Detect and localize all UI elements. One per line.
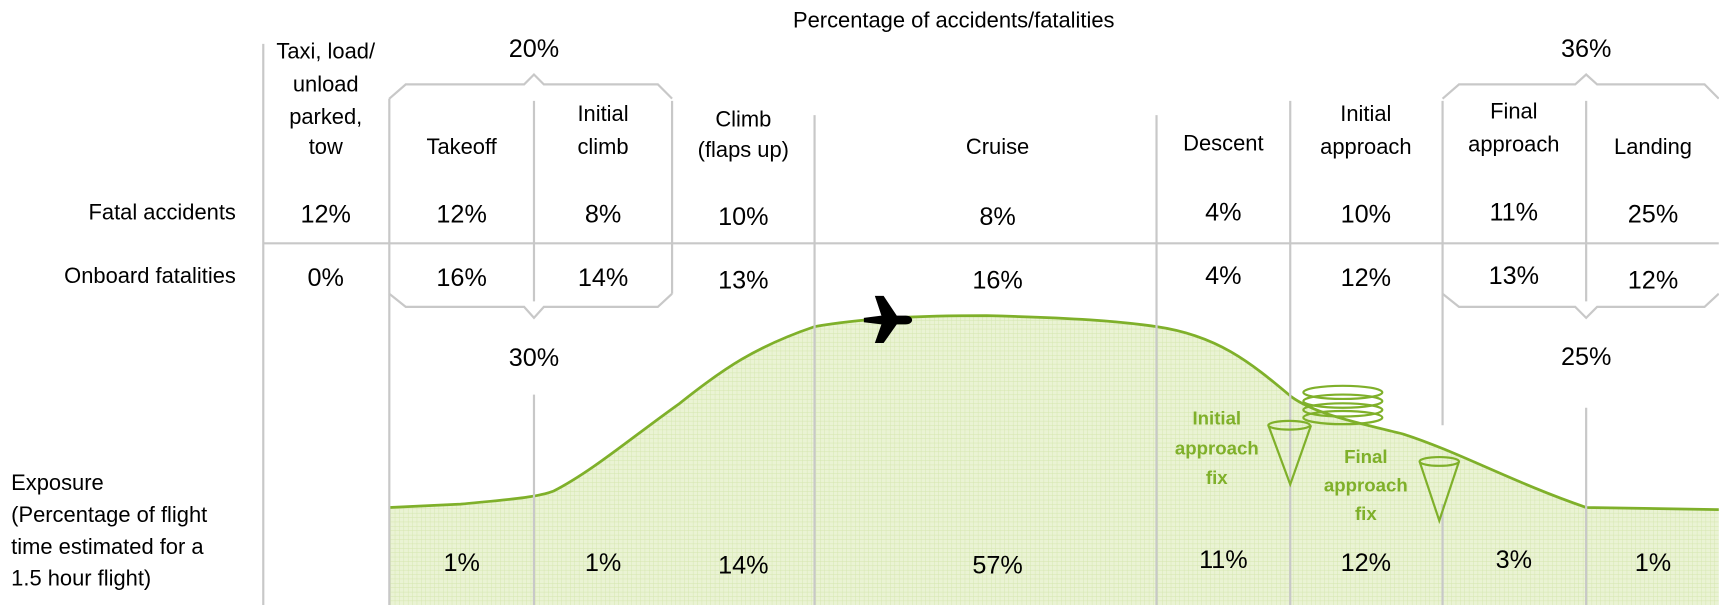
phase-name: approach [1320, 134, 1411, 159]
fatal-value: 12% [436, 201, 486, 229]
row-label: Exposure [11, 470, 104, 495]
fatal-value: 8% [585, 201, 621, 229]
row-label: Onboard fatalities [64, 263, 236, 288]
phase-name: Descent [1183, 130, 1263, 155]
row-label: Fatal accidents [89, 200, 236, 225]
exposure-value: 11% [1199, 546, 1248, 574]
phase-name: tow [309, 134, 343, 159]
phase-name: Taxi, load/ [276, 38, 376, 63]
exposure-value: 1% [1635, 549, 1671, 577]
onboard-value: 0% [308, 264, 344, 292]
fatal-value: 12% [301, 201, 351, 229]
phase-name: Cruise [966, 134, 1029, 159]
exposure-value: 1% [585, 549, 621, 577]
group-value: 25% [1561, 343, 1611, 371]
phase-name: Takeoff [427, 134, 498, 159]
exposure-value: 14% [718, 551, 768, 579]
fix-label: Final [1344, 446, 1387, 467]
phase-name: (flaps up) [698, 137, 789, 162]
row-label: time estimated for a [11, 534, 204, 559]
onboard-value: 12% [1341, 264, 1391, 292]
phase-name: Climb [715, 106, 771, 131]
group-value: 36% [1561, 35, 1611, 63]
onboard-value: 16% [436, 264, 486, 292]
exposure-value: 57% [972, 551, 1022, 579]
onboard-value: 16% [972, 266, 1022, 294]
fatal-value: 8% [979, 203, 1015, 231]
phase-name: Initial [577, 101, 628, 126]
flight-phase-diagram: Percentage of accidents/fatalities Fatal… [0, 0, 1719, 605]
onboard-value: 12% [1628, 266, 1678, 294]
group-value: 20% [509, 35, 559, 63]
exposure-value: 12% [1341, 549, 1391, 577]
phase-name: unload [293, 71, 359, 96]
fix-label: Initial [1192, 408, 1241, 429]
exposure-value: 3% [1496, 546, 1532, 574]
onboard-value: 14% [578, 264, 628, 292]
fatal-value: 11% [1490, 198, 1539, 226]
phase-name: parked, [289, 104, 362, 129]
phase-name: Final [1490, 99, 1537, 124]
fix-label: approach [1324, 475, 1408, 496]
row-label: 1.5 hour flight) [11, 566, 151, 591]
header-title: Percentage of accidents/fatalities [793, 8, 1115, 33]
fatal-value: 4% [1205, 198, 1241, 226]
phase-name: Initial [1340, 101, 1391, 126]
fix-label: fix [1355, 503, 1377, 524]
group-value: 30% [509, 344, 559, 372]
fatal-value: 25% [1628, 201, 1678, 229]
onboard-value: 4% [1205, 262, 1241, 290]
phase-name: approach [1468, 132, 1559, 157]
phase-name: Landing [1614, 134, 1692, 159]
exposure-value: 1% [443, 549, 479, 577]
onboard-value: 13% [1489, 262, 1539, 290]
fatal-value: 10% [718, 203, 768, 231]
fatal-value: 10% [1341, 201, 1391, 229]
row-label: (Percentage of flight [11, 502, 207, 527]
fix-label: approach [1175, 437, 1259, 458]
onboard-value: 13% [718, 266, 768, 294]
fix-label: fix [1206, 467, 1228, 488]
phase-name: climb [577, 134, 628, 159]
